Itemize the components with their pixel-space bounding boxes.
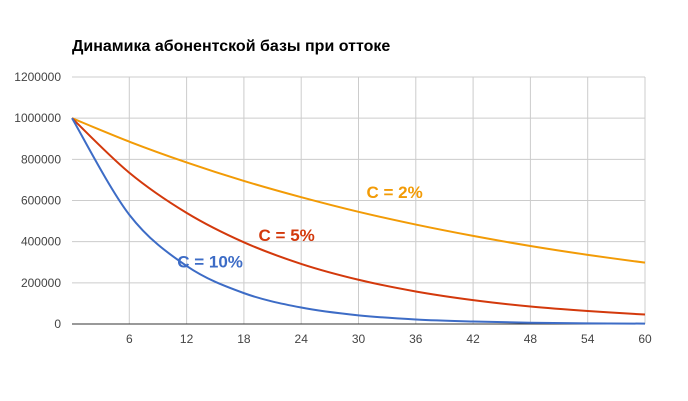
- x-tick-label: 24: [295, 332, 309, 346]
- series-annotation-label: C = 5%: [259, 226, 315, 245]
- y-tick-label: 0: [54, 317, 61, 331]
- y-tick-label: 1000000: [14, 111, 61, 125]
- y-tick-label: 400000: [21, 235, 61, 249]
- x-tick-label: 42: [466, 332, 480, 346]
- x-tick-label: 60: [638, 332, 652, 346]
- y-tick-label: 800000: [21, 152, 61, 166]
- x-tick-label: 30: [352, 332, 366, 346]
- series-line: [71, 117, 646, 264]
- x-tick-label: 6: [126, 332, 133, 346]
- series-annotation-label: C = 2%: [367, 183, 423, 202]
- series-line: [71, 117, 646, 325]
- y-tick-label: 600000: [21, 194, 61, 208]
- grid: [72, 76, 646, 324]
- chart-title: Динамика абонентской базы при оттоке: [72, 38, 391, 55]
- series-annotation-label: C = 10%: [177, 253, 243, 272]
- x-tick-label: 18: [237, 332, 251, 346]
- x-tick-label: 36: [409, 332, 423, 346]
- y-tick-label: 200000: [21, 276, 61, 290]
- series-line: [71, 117, 646, 316]
- series-lines: [71, 117, 646, 325]
- x-tick-label: 54: [581, 332, 595, 346]
- x-tick-label: 12: [180, 332, 194, 346]
- axes: 0 200000 400000 600000 800000 1000000 1200000 6…: [14, 70, 652, 346]
- annotation-labels: C = 2% C = 5% C = 10%: [177, 183, 422, 272]
- x-tick-label: 48: [524, 332, 538, 346]
- y-tick-label: 1200000: [14, 70, 61, 84]
